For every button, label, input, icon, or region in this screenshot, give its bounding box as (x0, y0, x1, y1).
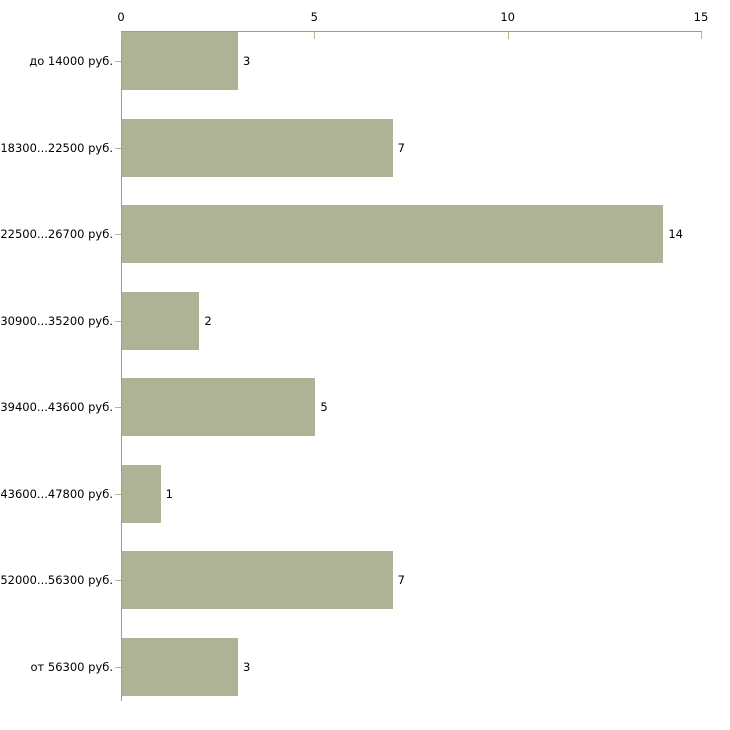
bar-value-label: 1 (165, 486, 173, 501)
category-label: от 56300 руб. (30, 659, 113, 674)
bar-value-label: 3 (243, 54, 251, 68)
bar (122, 32, 238, 90)
x-axis-tick (701, 32, 702, 39)
bar (122, 205, 664, 263)
bar (122, 378, 316, 436)
x-axis-tick-label: 10 (500, 10, 515, 24)
y-axis-tick (115, 61, 121, 62)
y-axis-tick (115, 667, 121, 668)
y-axis-tick (115, 234, 121, 235)
y-axis-tick (115, 494, 121, 495)
bar (122, 637, 238, 696)
category-label: 22500...26700 руб. (0, 227, 113, 241)
category-label: до 14000 руб. (29, 54, 113, 68)
y-axis-tick (115, 148, 121, 149)
x-axis-tick (121, 32, 122, 39)
x-axis-tick-label: 0 (117, 10, 125, 24)
x-axis-tick-label: 5 (310, 10, 318, 24)
bar-value-label: 5 (320, 400, 328, 414)
category-label: 52000...56300 руб. (0, 573, 113, 587)
bar-value-label: 7 (397, 140, 405, 155)
bar-value-label: 14 (668, 227, 683, 241)
y-axis-tick (115, 321, 121, 322)
bar-value-label: 3 (243, 659, 251, 674)
category-label: 43600...47800 руб. (0, 486, 113, 501)
y-axis-tick (115, 580, 121, 581)
x-axis-tick (507, 32, 509, 39)
category-label: 18300...22500 руб. (0, 140, 113, 155)
bar-value-label: 7 (397, 573, 405, 587)
x-axis-tick-label: 15 (693, 10, 709, 24)
x-axis-line (121, 31, 702, 32)
category-label: 30900...35200 руб. (0, 313, 113, 328)
bar (122, 291, 200, 350)
y-axis-tick (115, 407, 121, 408)
bar (122, 118, 393, 177)
x-axis-tick (314, 32, 316, 39)
bar (122, 551, 393, 609)
category-label: 39400...43600 руб. (0, 400, 113, 414)
y-axis-line (121, 31, 122, 701)
bar (122, 464, 161, 523)
bar-value-label: 2 (204, 313, 212, 328)
